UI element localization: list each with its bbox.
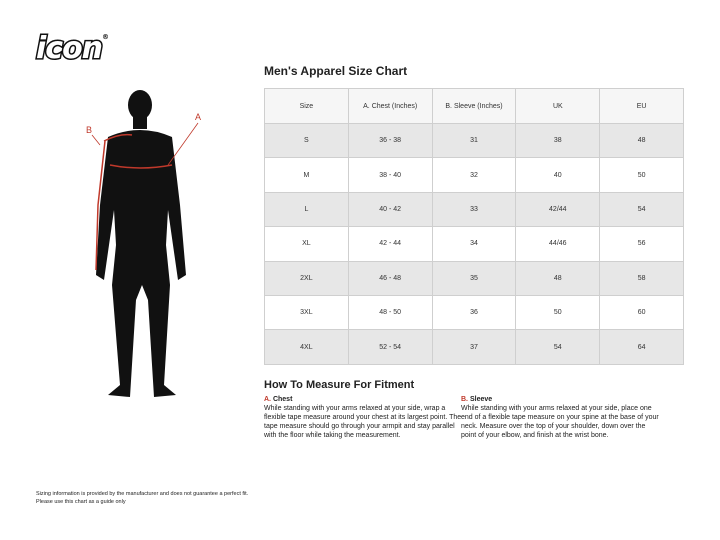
table-cell: 33	[431, 191, 517, 228]
table-cell: 52 - 54	[347, 329, 433, 365]
table-cell: L	[264, 191, 349, 228]
table-row: M 38 - 40 32 40 50	[264, 157, 684, 193]
disclaimer: Sizing information is provided by the ma…	[36, 491, 248, 506]
table-cell: 50	[515, 294, 601, 331]
column-header: A. Chest (Inches)	[347, 88, 433, 124]
table-cell: 3XL	[264, 294, 349, 331]
table-row: L 40 - 42 33 42/44 54	[264, 191, 684, 228]
sleeve-text: While standing with your arms relaxed at…	[461, 405, 659, 439]
table-cell: 40	[515, 157, 601, 193]
table-cell: 50	[599, 157, 684, 193]
chest-letter: A.	[264, 396, 271, 403]
header-row: Size A. Chest (Inches) B. Sleeve (Inches) U…	[264, 88, 684, 124]
column-header: EU	[599, 88, 684, 124]
body-silhouette: A B	[86, 90, 201, 397]
chest-text: While standing with your arms relaxed at…	[264, 405, 462, 439]
table-cell: 46 - 48	[347, 260, 433, 296]
sleeve-letter: B.	[461, 396, 468, 403]
sleeve-instructions: B. Sleeve While standing with your arms …	[461, 395, 661, 440]
table-cell: 48	[515, 260, 601, 296]
column-header: Size	[264, 88, 349, 124]
table-cell: 36 - 38	[347, 122, 433, 159]
sleeve-heading: Sleeve	[469, 396, 493, 403]
table-cell: 36	[431, 294, 517, 331]
table-cell: 38	[515, 122, 601, 159]
column-header: UK	[515, 88, 601, 124]
chest-heading: Chest	[272, 396, 293, 403]
table-cell: 42/44	[515, 191, 601, 228]
table-cell: 44/46	[515, 226, 601, 262]
size-table: Size A. Chest (Inches) B. Sleeve (Inches) U…	[264, 88, 684, 365]
table-cell: M	[264, 157, 349, 193]
table-cell: 35	[431, 260, 517, 296]
table-cell: 4XL	[264, 329, 349, 365]
table-cell: 37	[431, 329, 517, 365]
table-row: 2XL 46 - 48 35 48 58	[264, 260, 684, 296]
label-a: A	[195, 112, 201, 122]
table-cell: S	[264, 122, 349, 159]
table-cell: 34	[431, 226, 517, 262]
table-cell: 48	[599, 122, 684, 159]
table-cell: 2XL	[264, 260, 349, 296]
page-title: Men's Apparel Size Chart	[264, 64, 408, 78]
disclaimer-line: Sizing information is provided by the ma…	[36, 491, 249, 497]
chest-instructions: A. Chest While standing with your arms r…	[264, 395, 464, 440]
table-row: 4XL 52 - 54 37 54 64	[264, 329, 684, 365]
label-b: B	[86, 125, 92, 135]
table-cell: 32	[431, 157, 517, 193]
table-cell: 42 - 44	[347, 226, 433, 262]
table-cell: 56	[599, 226, 684, 262]
table-cell: 54	[599, 191, 684, 228]
table-cell: 48 - 50	[347, 294, 433, 331]
table-cell: 60	[599, 294, 684, 331]
table-row: S 36 - 38 31 38 48	[264, 122, 684, 159]
table-cell: 58	[599, 260, 684, 296]
table-cell: 38 - 40	[347, 157, 433, 193]
icon-logo: icon®	[34, 31, 109, 66]
table-cell: XL	[264, 226, 349, 262]
column-header: B. Sleeve (Inches)	[431, 88, 517, 124]
table-row: 3XL 48 - 50 36 50 60	[264, 294, 684, 331]
table-cell: 31	[431, 122, 517, 159]
table-row: XL 42 - 44 34 44/46 56	[264, 226, 684, 262]
table-cell: 40 - 42	[347, 191, 433, 228]
disclaimer-line: Please use this chart as a guide only	[36, 498, 126, 505]
table-cell: 64	[599, 329, 684, 365]
measure-title: How To Measure For Fitment	[264, 379, 415, 391]
table-cell: 54	[515, 329, 601, 365]
